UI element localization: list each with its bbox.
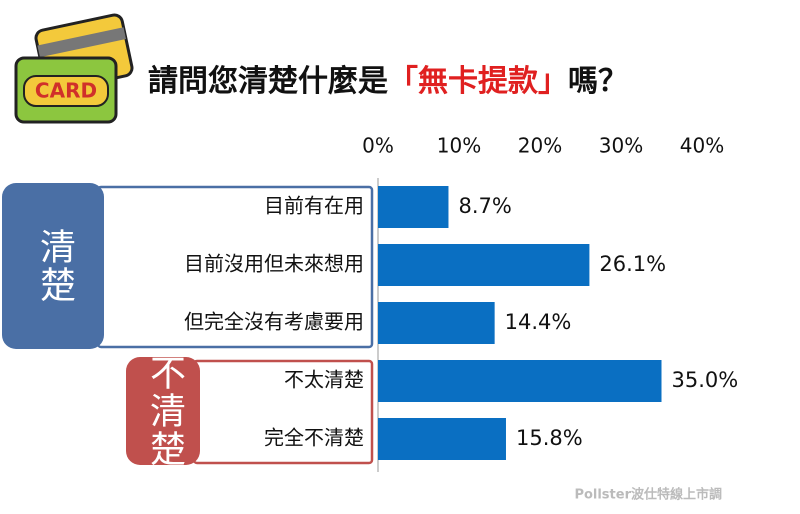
card-icon: CARD — [14, 13, 134, 124]
chart-title: 請問您清楚什麼是「無卡提款」嗎？ — [148, 64, 628, 99]
x-tick-label: 40% — [680, 134, 724, 158]
value-label: 8.7% — [458, 194, 511, 218]
title-segment: 請問您清楚什麼是 — [148, 64, 388, 99]
y-tick-label: 不太清楚 — [284, 368, 364, 392]
x-tick-label: 0% — [362, 134, 394, 158]
bar — [378, 186, 449, 228]
value-label: 15.8% — [516, 426, 583, 450]
group-box — [2, 183, 104, 349]
source: Pollster波仕特線上市調 — [574, 487, 722, 503]
x-tick-label: 10% — [437, 134, 481, 158]
bar — [378, 360, 662, 402]
group-box — [126, 357, 200, 465]
value-label: 35.0% — [672, 368, 739, 392]
title-segment: 「無卡提款」 — [388, 64, 568, 99]
value-label: 14.4% — [505, 310, 572, 334]
x-tick-label: 30% — [599, 134, 643, 158]
x-tick-label: 20% — [518, 134, 562, 158]
group-label: 不清楚 — [144, 354, 185, 468]
bar — [378, 302, 495, 344]
y-tick-label: 目前有在用 — [264, 194, 364, 218]
bar — [378, 418, 506, 460]
group-label: 清楚 — [34, 228, 75, 304]
y-tick-label: 目前沒用但未來想用 — [184, 252, 364, 276]
value-label: 26.1% — [599, 252, 666, 276]
icon-text: CARD — [35, 79, 97, 103]
y-tick-label: 完全不清楚 — [264, 426, 364, 450]
bar — [378, 244, 590, 286]
y-tick-label: 但完全沒有考慮要用 — [184, 310, 364, 334]
title-segment: 嗎？ — [568, 64, 628, 99]
